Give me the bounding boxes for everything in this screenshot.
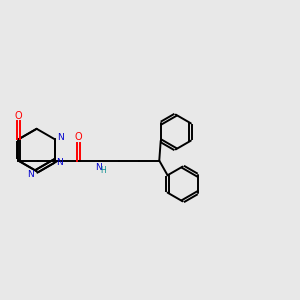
Text: H: H [100, 166, 106, 175]
Text: N: N [56, 158, 63, 167]
Text: O: O [14, 111, 22, 121]
Text: O: O [75, 132, 82, 142]
Text: N: N [95, 163, 102, 172]
Text: N: N [57, 134, 64, 142]
Text: N: N [28, 170, 34, 179]
